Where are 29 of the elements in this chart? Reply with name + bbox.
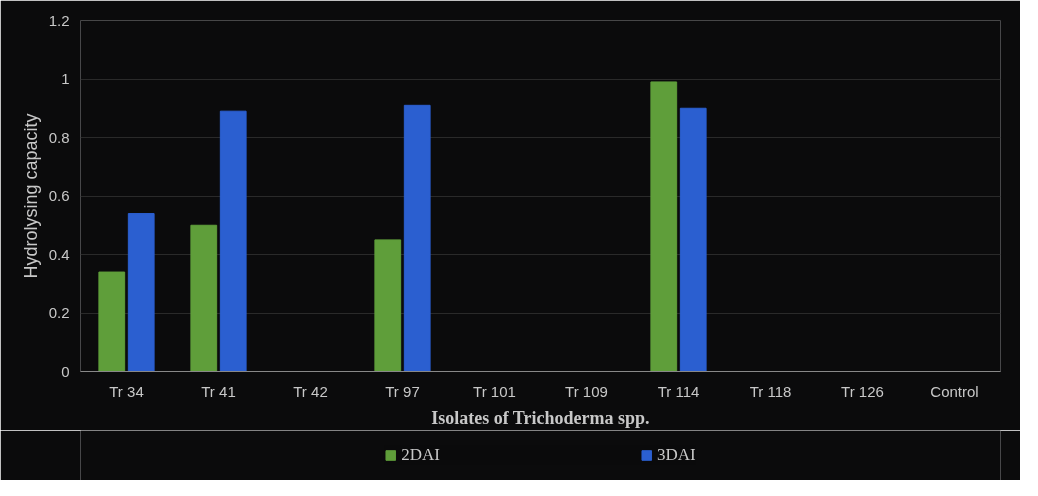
legend-label: 3DAI: [657, 445, 696, 465]
bar: [679, 107, 707, 372]
x-tick-label: Control: [930, 382, 979, 400]
y-tick-label: 0.8: [48, 128, 70, 146]
bar: [219, 110, 247, 372]
x-axis-title: Isolates of Trichoderma spp.: [431, 407, 650, 428]
bar: [127, 213, 155, 372]
y-tick-label: 0.2: [48, 304, 70, 321]
y-tick-label: 1.2: [48, 11, 70, 29]
x-tick-label: Tr 42: [293, 382, 328, 400]
x-tick-label: Tr 114: [657, 382, 700, 400]
x-tick-label: Tr 97: [385, 382, 420, 400]
bar: [403, 104, 431, 372]
bar: [650, 81, 678, 372]
y-tick-label: 0: [61, 362, 70, 380]
bar: [190, 224, 218, 372]
y-tick-label: 0.6: [48, 187, 70, 204]
x-tick-label: Tr 118: [749, 382, 792, 400]
y-axis-title: Hydrolysing capacity: [20, 113, 41, 279]
y-tick-label: 1: [61, 70, 70, 87]
bar: [98, 271, 126, 372]
bar: [374, 239, 402, 372]
x-tick-label: Tr 34: [109, 382, 144, 400]
x-tick-label: Tr 126: [841, 382, 884, 400]
legend-label: 2DAI: [401, 445, 440, 465]
x-tick-label: Tr 109: [565, 382, 608, 400]
y-tick-label: 0.4: [48, 245, 70, 263]
x-tick-label: Tr 101: [473, 382, 516, 400]
x-tick-label: Tr 41: [201, 382, 236, 400]
